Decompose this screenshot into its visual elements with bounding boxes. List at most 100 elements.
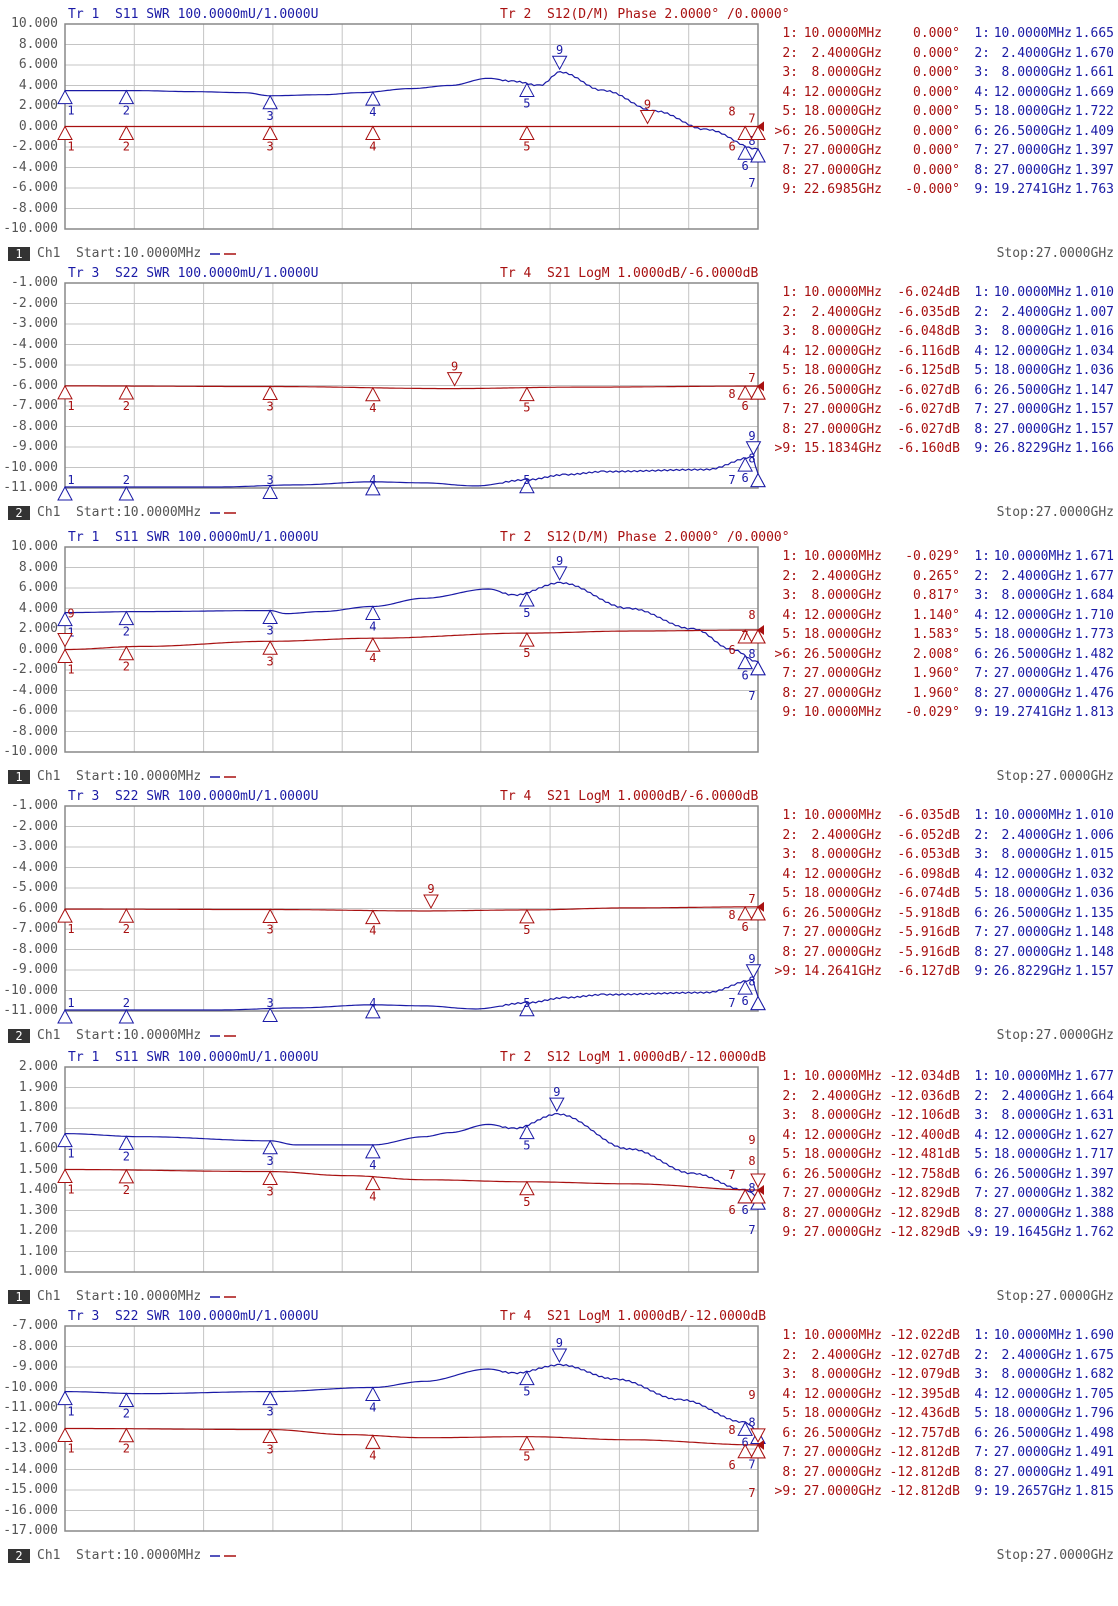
marker-3-a[interactable]: 3 [262,996,278,1022]
marker-3-a[interactable]: 3 [262,473,278,499]
marker-8-a[interactable]: 8 [748,452,766,488]
marker-6-b[interactable]: 6 [729,125,753,154]
marker-8-b[interactable]: 8 [748,608,766,644]
marker-2-a[interactable]: 2 [118,996,135,1024]
marker-3-b[interactable]: 3 [262,908,278,937]
marker-5-b[interactable]: 5 [519,1180,535,1209]
marker-3-a[interactable]: 3 [262,94,278,123]
marker-3-a[interactable]: 3 [262,1139,278,1168]
marker-2-b[interactable]: 2 [118,1168,135,1197]
marker-6-a[interactable]: 6 [737,980,753,1008]
marker-4-a[interactable]: 4 [365,1143,381,1172]
marker-4-a[interactable]: 4 [365,91,381,119]
marker-1-a[interactable]: 1 [57,473,75,501]
marker-8-b[interactable]: 8 [728,1423,766,1459]
marker-1-a[interactable]: 1 [57,89,75,118]
marker-6-a[interactable]: 6 [737,145,753,173]
marker-8-b[interactable]: 8 [728,105,766,140]
marker-6-b[interactable]: 6 [729,1188,753,1217]
marker-6-b[interactable]: 6 [737,385,753,413]
channel-indicator[interactable]: 2 [8,1549,30,1563]
marker-3-b[interactable]: 3 [262,1428,278,1457]
marker-5-b[interactable]: 5 [519,125,535,154]
marker-4-b[interactable]: 4 [365,909,381,938]
marker-5-a[interactable]: 5 [519,1124,535,1153]
marker-5-b[interactable]: 5 [519,908,535,937]
marker-6-a[interactable]: 6 [737,654,753,683]
marker-3-b[interactable]: 3 [262,1170,278,1199]
channel-indicator[interactable]: 1 [8,770,30,784]
marker-8-a[interactable]: 8 [748,975,766,1011]
marker-5-b[interactable]: 5 [519,386,535,415]
marker-4-b[interactable]: 4 [365,386,381,415]
marker-2-b[interactable]: 2 [118,1427,135,1456]
channel-indicator[interactable]: 2 [8,506,30,520]
marker-5-b[interactable]: 5 [519,632,535,660]
marker-8-a[interactable]: 8 [748,647,766,676]
marker-6-a[interactable]: 6 [737,1421,753,1449]
marker-9-b[interactable]: 9 [423,882,439,910]
marker-2-a[interactable]: 2 [118,1392,135,1420]
marker-1-a[interactable]: 1 [57,611,75,640]
marker-2-a[interactable]: 2 [118,89,135,118]
marker-1-b[interactable]: 1 [57,1168,75,1197]
marker-6-b[interactable]: 6 [729,1443,753,1472]
marker-5-a[interactable]: 5 [519,591,535,620]
channel-indicator[interactable]: 1 [8,247,30,261]
marker-3-b[interactable]: 3 [262,385,278,414]
marker-1-b[interactable]: 1 [57,1427,75,1456]
marker-2-a[interactable]: 2 [118,610,135,639]
marker-1-b[interactable]: 1 [57,384,75,413]
marker-9-a[interactable]: 9 [551,43,568,71]
marker-8-a[interactable]: 8 [748,134,766,163]
marker-4-b[interactable]: 4 [365,1175,381,1204]
marker-9-a[interactable]: 9 [551,1336,568,1364]
marker-9-a[interactable]: 9 [745,952,762,979]
marker-2-a[interactable]: 2 [118,1135,135,1163]
marker-6-a[interactable]: 6 [737,457,753,485]
marker-4-a[interactable]: 4 [365,1386,381,1415]
marker-1-a[interactable]: 1 [57,1132,75,1161]
marker-8-b[interactable]: 8 [728,385,766,401]
marker-2-b[interactable]: 2 [118,908,135,936]
marker-2-b[interactable]: 2 [118,384,135,413]
marker-3-a[interactable]: 3 [262,609,278,638]
marker-4-b[interactable]: 4 [365,125,381,154]
channel-indicator[interactable]: 2 [8,1029,30,1043]
marker-4-a[interactable]: 4 [365,605,381,633]
marker-9-a[interactable]: 9 [548,1085,565,1113]
marker-2-b[interactable]: 2 [118,645,135,674]
marker-2-a[interactable]: 2 [118,473,135,501]
marker-9-b[interactable]: 9 [57,607,75,648]
marker-6-b[interactable]: 6 [737,905,753,934]
marker-5-a[interactable]: 5 [519,996,535,1017]
marker-9-a[interactable]: 9 [551,554,568,581]
marker-5-b[interactable]: 5 [519,1435,535,1464]
marker-5-a[interactable]: 5 [519,1370,535,1399]
marker-triangle-icon [262,94,278,110]
marker-1-a[interactable]: 1 [57,1390,75,1419]
marker-4-a[interactable]: 4 [365,996,381,1019]
marker-3-a[interactable]: 3 [262,1390,278,1419]
marker-9-b[interactable]: 9 [748,1388,766,1443]
marker-3-b[interactable]: 3 [262,125,278,154]
marker-4-b[interactable]: 4 [365,637,381,665]
marker-9-b[interactable]: 9 [446,360,463,387]
marker-1-a[interactable]: 1 [57,996,75,1024]
marker-5-a[interactable]: 5 [519,473,535,494]
marker-9-b[interactable]: 9 [639,98,656,125]
marker-5-a[interactable]: 5 [519,82,535,110]
marker-4-a[interactable]: 4 [365,473,381,496]
marker-1-b[interactable]: 1 [57,908,75,936]
marker-4-b[interactable]: 4 [365,1434,381,1462]
marker-6-b[interactable]: 6 [729,628,753,657]
marker-8-b[interactable]: 8 [728,905,766,922]
marker-8-b[interactable]: 8 [748,1154,766,1204]
marker-2-b[interactable]: 2 [118,125,135,154]
channel-indicator[interactable]: 1 [8,1290,30,1304]
marker-1-b[interactable]: 1 [57,125,75,154]
marker-1-b[interactable]: 1 [57,648,75,677]
marker-9-a[interactable]: 9 [745,429,762,456]
marker-9-b[interactable]: 9 [748,1133,766,1189]
marker-3-b[interactable]: 3 [262,640,278,668]
